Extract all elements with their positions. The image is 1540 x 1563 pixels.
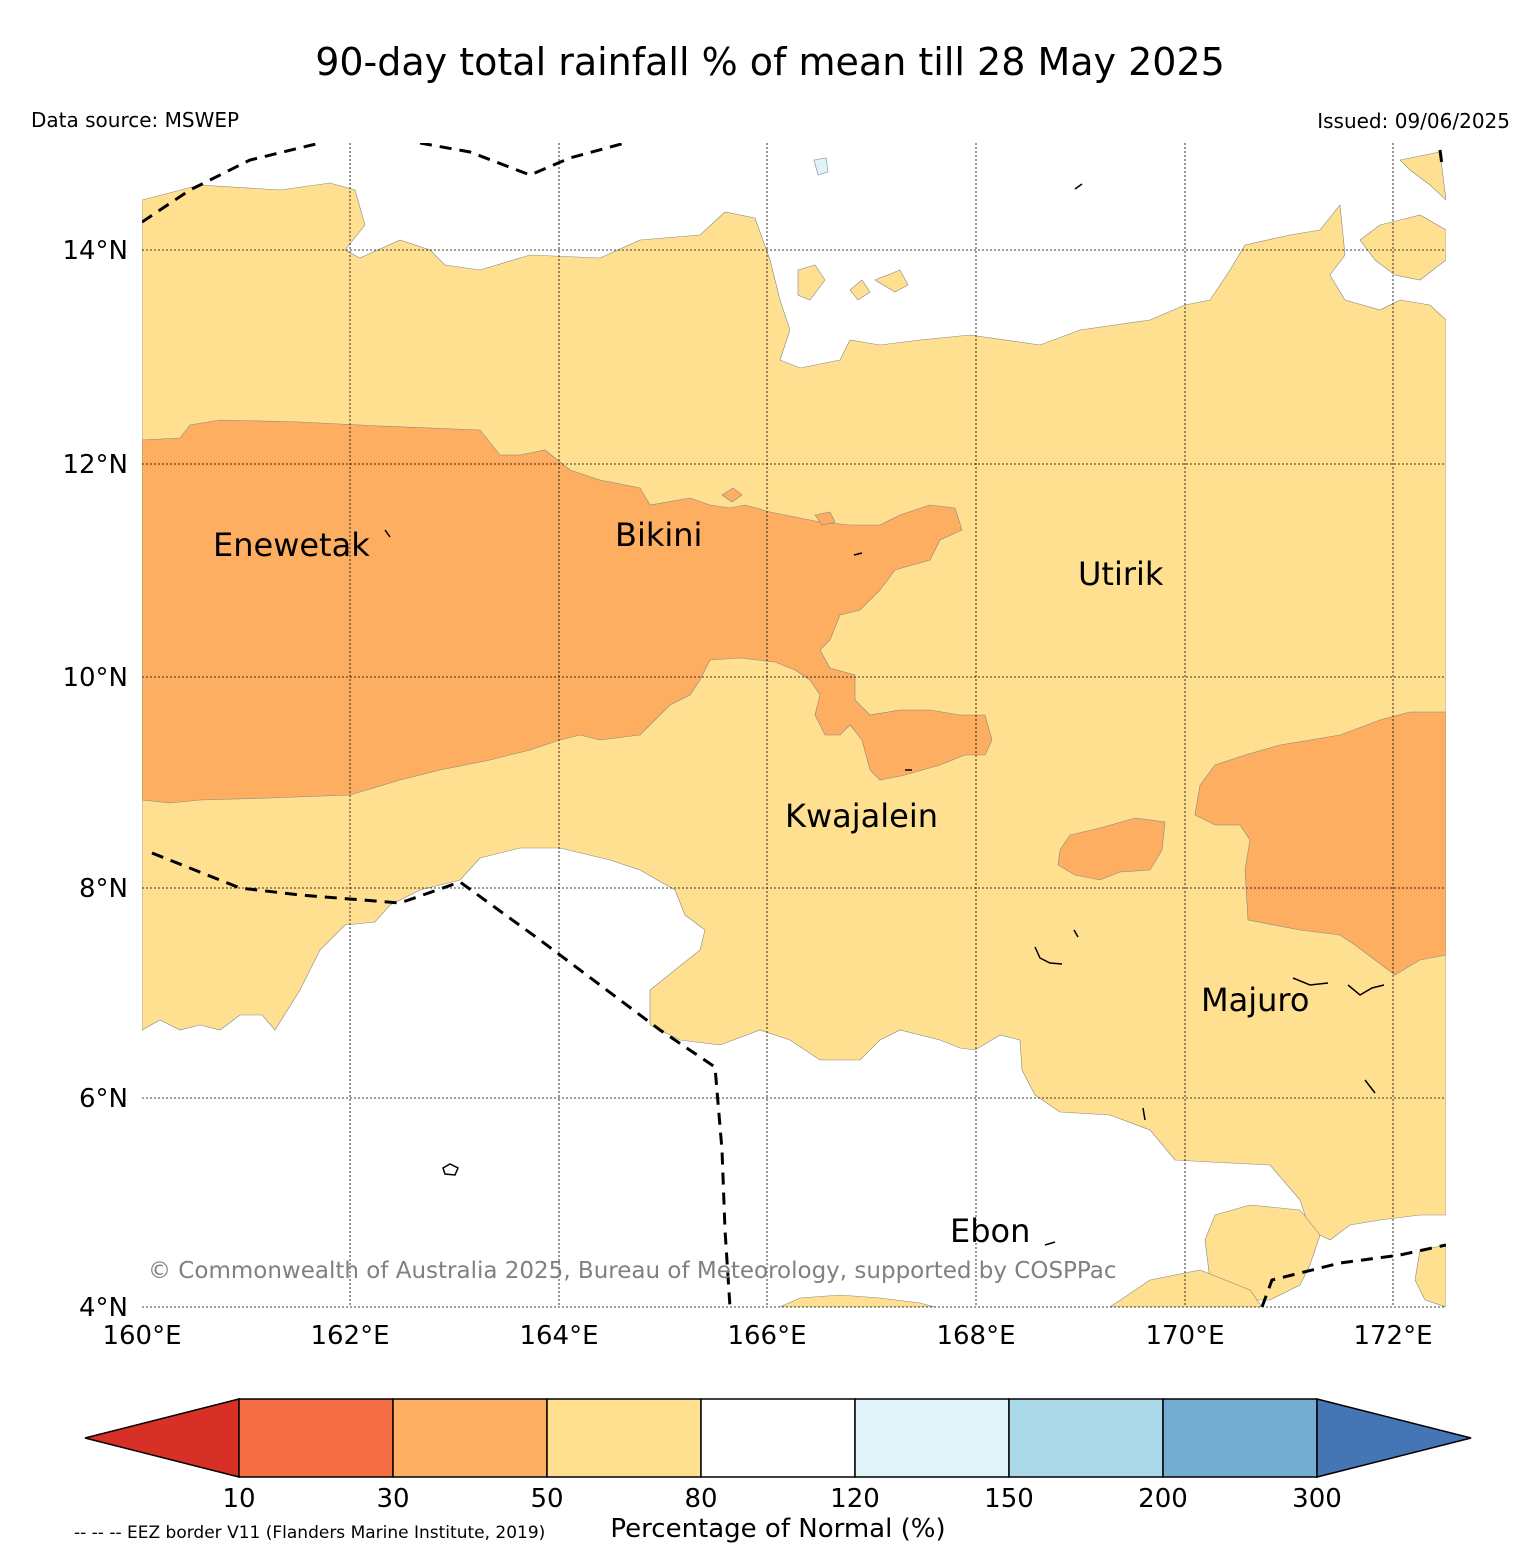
colorbar-swatch-80-120	[700, 1398, 856, 1478]
zone-50-80	[1414, 1244, 1446, 1307]
lon-tick-labels: 160°E 162°E 164°E 166°E 168°E 170°E 172°…	[102, 1321, 1432, 1351]
colorbar-swatch-10-30	[238, 1398, 394, 1478]
lon-tick-label: 168°E	[936, 1321, 1015, 1351]
zone-30-50	[814, 511, 836, 526]
lon-tick-label: 164°E	[519, 1321, 598, 1351]
lat-tick-label: 12°N	[62, 450, 128, 480]
rainfall-field	[142, 151, 1446, 1307]
place-label-enewetak: Enewetak	[213, 526, 370, 564]
zone-30-50	[142, 419, 993, 804]
zone-50-80	[797, 264, 826, 301]
zone-50-80	[1399, 151, 1446, 201]
colorbar-tick-label: 30	[376, 1484, 409, 1514]
lat-tick-label: 4°N	[79, 1293, 128, 1323]
colorbar-swatch-lt10	[84, 1398, 240, 1478]
eez-border	[142, 143, 1446, 1307]
lon-tick-label: 162°E	[310, 1321, 389, 1351]
atoll-outlines	[384, 183, 1385, 1246]
zone-50-80	[1109, 1269, 1263, 1307]
colorbar-tick-label: 80	[684, 1484, 717, 1514]
colorbar-swatch-200-300	[1162, 1398, 1318, 1478]
zone-50-80	[1359, 214, 1446, 281]
lat-tick-label: 10°N	[62, 663, 128, 693]
colorbar-tick-label: 150	[984, 1484, 1034, 1514]
lon-tick-label: 166°E	[727, 1321, 806, 1351]
issued-date: Issued: 09/06/2025	[1317, 109, 1510, 133]
zone-50-80	[849, 279, 871, 301]
zone-30-50	[721, 487, 743, 503]
colorbar-ticks: 10 30 50 80 120 150 200 300	[222, 1484, 1341, 1514]
colorbar-tick-label: 200	[1138, 1484, 1188, 1514]
lat-tick-labels: 14°N 12°N 10°N 8°N 6°N 4°N	[62, 236, 128, 1323]
colorbar-tick-label: 50	[530, 1484, 563, 1514]
zone-50-80	[779, 1294, 936, 1307]
zone-120-150	[813, 157, 829, 176]
colorbar-swatch-30-50	[392, 1398, 548, 1478]
lat-tick-label: 8°N	[79, 874, 128, 904]
zone-30-50	[1194, 711, 1446, 976]
lon-tick-label: 172°E	[1353, 1321, 1432, 1351]
lat-tick-label: 6°N	[79, 1084, 128, 1114]
colorbar-label: Percentage of Normal (%)	[610, 1514, 945, 1544]
colorbar-swatch-50-80	[546, 1398, 702, 1478]
place-labels: Enewetak Bikini Utirik Kwajalein Majuro …	[213, 516, 1309, 1250]
map-title: 90-day total rainfall % of mean till 28 …	[315, 40, 1225, 84]
place-label-utirik: Utirik	[1078, 555, 1164, 593]
colorbar-swatch-gt300	[1316, 1398, 1472, 1478]
eez-footnote: -- -- -- EEZ border V11 (Flanders Marine…	[74, 1523, 546, 1543]
colorbar-tick-label: 120	[830, 1484, 880, 1514]
lon-tick-label: 170°E	[1145, 1321, 1224, 1351]
colorbar-tick-label: 10	[222, 1484, 255, 1514]
copyright-text: © Commonwealth of Australia 2025, Bureau…	[148, 1258, 1117, 1284]
zone-50-80	[874, 269, 909, 293]
data-source: Data source: MSWEP	[31, 108, 240, 132]
colorbar	[84, 1398, 1472, 1478]
place-label-ebon: Ebon	[950, 1212, 1030, 1250]
colorbar-swatch-150-200	[1008, 1398, 1164, 1478]
graticule	[142, 143, 1446, 1308]
place-label-majuro: Majuro	[1201, 981, 1309, 1019]
colorbar-swatch-120-150	[854, 1398, 1010, 1478]
place-label-kwajalein: Kwajalein	[785, 797, 938, 835]
colorbar-tick-label: 300	[1292, 1484, 1342, 1514]
zone-30-50	[1057, 817, 1166, 881]
place-label-bikini: Bikini	[615, 516, 702, 554]
lon-tick-label: 160°E	[102, 1321, 181, 1351]
lat-tick-label: 14°N	[62, 236, 128, 266]
